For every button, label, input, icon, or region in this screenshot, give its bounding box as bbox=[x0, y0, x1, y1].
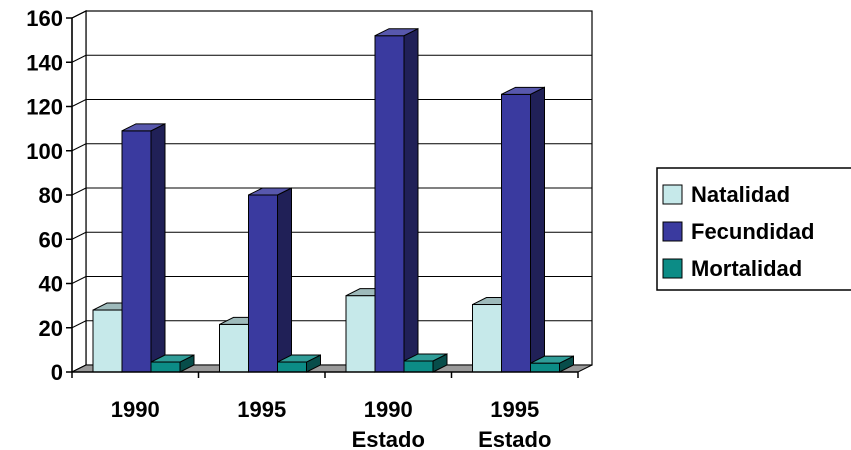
legend-item-fecundidad: Fecundidad bbox=[662, 219, 814, 244]
x-axis: 1990 1995 1990 Estado 1995 Estado bbox=[71, 371, 579, 450]
legend-swatch bbox=[662, 221, 683, 242]
legend-swatch bbox=[662, 184, 683, 205]
x-tick-label: 1990 bbox=[111, 397, 160, 422]
legend-box bbox=[656, 167, 851, 291]
gridline-depth bbox=[71, 54, 87, 63]
legend-swatch bbox=[662, 258, 683, 279]
y-tick-label: 120 bbox=[26, 95, 63, 120]
y-tick-label: 20 bbox=[39, 316, 63, 341]
bar-mortalidad-3 bbox=[530, 355, 574, 373]
bar-mortalidad-1 bbox=[277, 354, 321, 373]
gridline-depth bbox=[71, 143, 87, 152]
bar-mortalidad-2 bbox=[403, 353, 448, 373]
gridline-depth bbox=[71, 99, 87, 107]
x-tick-label: 1995 Estado bbox=[478, 397, 551, 450]
gridline-depth bbox=[71, 276, 87, 284]
legend: Natalidad Fecundidad Mortalidad bbox=[656, 167, 851, 291]
y-tick-label: 60 bbox=[39, 227, 63, 252]
bar-mortalidad-0 bbox=[150, 354, 195, 373]
y-tick-label: 40 bbox=[39, 272, 63, 297]
y-tick-label: 100 bbox=[26, 139, 63, 164]
gridline-depth bbox=[71, 10, 87, 19]
y-tick-label: 0 bbox=[51, 360, 63, 385]
legend-label: Natalidad bbox=[691, 182, 790, 207]
bar-fecundidad-1 bbox=[248, 187, 292, 373]
y-tick-label: 160 bbox=[26, 6, 63, 31]
gridline-depth bbox=[71, 231, 87, 240]
bar-fecundidad-3 bbox=[501, 86, 545, 373]
legend-item-mortalidad: Mortalidad bbox=[662, 256, 802, 281]
legend-label: Fecundidad bbox=[691, 219, 814, 244]
gridline-depth bbox=[71, 320, 87, 329]
x-tick-label: 1990 Estado bbox=[352, 397, 425, 450]
y-tick-label: 140 bbox=[26, 50, 63, 75]
x-tick-label: 1995 bbox=[237, 397, 286, 422]
legend-item-natalidad: Natalidad bbox=[662, 182, 790, 207]
bar-fecundidad-0 bbox=[121, 123, 166, 373]
bar-fecundidad-2 bbox=[374, 27, 419, 373]
y-axis: 0 20 40 60 80 100 120 140 160 bbox=[26, 6, 73, 385]
gridline-depth bbox=[71, 187, 87, 196]
legend-label: Mortalidad bbox=[691, 256, 802, 281]
bars bbox=[92, 27, 574, 373]
y-tick-label: 80 bbox=[39, 183, 63, 208]
